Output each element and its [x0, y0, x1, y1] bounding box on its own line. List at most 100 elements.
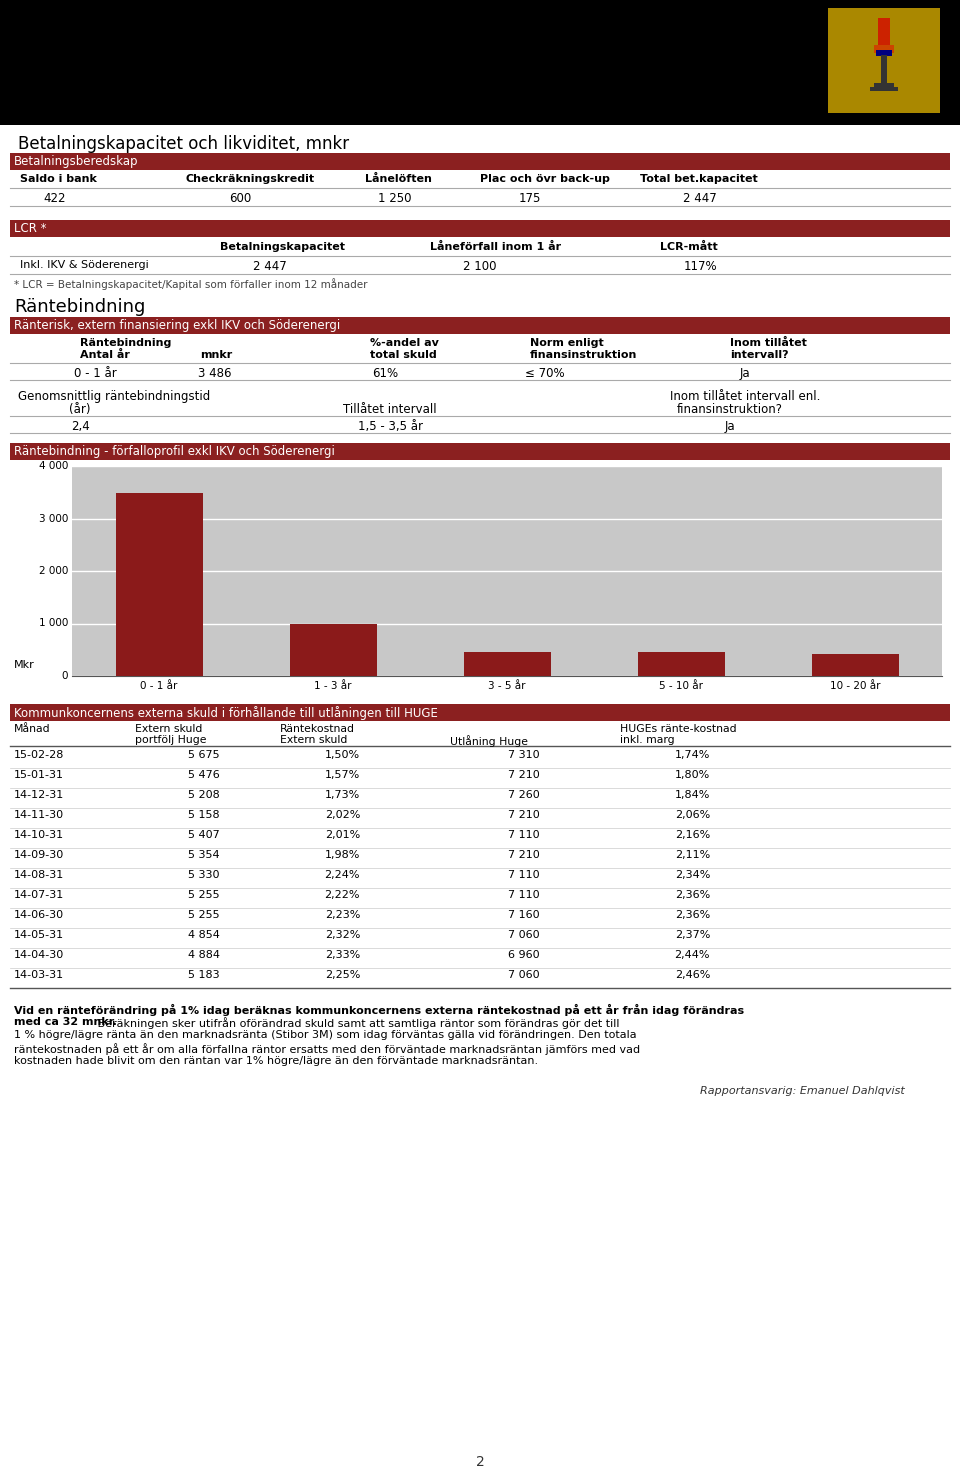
Text: * LCR = Betalningskapacitet/Kapital som förfaller inom 12 månader: * LCR = Betalningskapacitet/Kapital som …: [14, 278, 368, 290]
Text: 7 210: 7 210: [508, 810, 540, 820]
Text: Mkr: Mkr: [14, 660, 35, 670]
Text: Räntebindning - förfalloprofil exkl IKV och Söderenergi: Räntebindning - förfalloprofil exkl IKV …: [14, 445, 335, 458]
Text: 7 060: 7 060: [509, 971, 540, 980]
Text: 3 - 5 år: 3 - 5 år: [489, 681, 526, 691]
Bar: [828, 7, 940, 113]
Text: Låneförfall inom 1 år: Låneförfall inom 1 år: [430, 242, 562, 252]
Text: 14-07-31: 14-07-31: [14, 890, 64, 900]
Text: 4 884: 4 884: [188, 950, 220, 960]
Text: 2,36%: 2,36%: [675, 890, 710, 900]
Text: 14-06-30: 14-06-30: [14, 910, 64, 921]
Text: 7 310: 7 310: [509, 750, 540, 760]
Bar: [878, 18, 890, 53]
Text: 1,50%: 1,50%: [324, 750, 360, 760]
Text: 175: 175: [518, 191, 541, 205]
Text: ≤ 70%: ≤ 70%: [525, 367, 564, 380]
Text: Vid en ränteförändring på 1% idag beräknas kommunkoncernens externa räntekostnad: Vid en ränteförändring på 1% idag beräkn…: [14, 1005, 744, 1016]
Text: 4 854: 4 854: [188, 929, 220, 940]
Bar: [874, 82, 894, 88]
Text: 1,98%: 1,98%: [324, 850, 360, 860]
Bar: [881, 55, 887, 85]
Text: 14-04-30: 14-04-30: [14, 950, 64, 960]
Text: Ja: Ja: [725, 420, 735, 433]
Text: 1,80%: 1,80%: [675, 770, 710, 781]
Bar: [10, 443, 950, 460]
Bar: [10, 219, 950, 237]
Text: 7 210: 7 210: [508, 770, 540, 781]
Text: 2,24%: 2,24%: [324, 871, 360, 879]
Bar: [0, 0, 960, 125]
Bar: [874, 46, 894, 53]
Bar: [72, 465, 942, 676]
Text: Räntekostnad: Räntekostnad: [280, 725, 355, 734]
Text: 7 110: 7 110: [509, 890, 540, 900]
Text: 14-11-30: 14-11-30: [14, 810, 64, 820]
Text: 1,84%: 1,84%: [675, 790, 710, 800]
Text: 1,57%: 1,57%: [324, 770, 360, 781]
Bar: [290, 623, 376, 676]
Text: Total bet.kapacitet: Total bet.kapacitet: [640, 174, 757, 184]
Bar: [876, 50, 892, 56]
Text: 2 447: 2 447: [253, 261, 287, 273]
Text: Antal år: Antal år: [80, 351, 130, 359]
Bar: [464, 653, 550, 676]
Text: 0 - 1 år: 0 - 1 år: [74, 367, 116, 380]
Text: inkl. marg: inkl. marg: [620, 735, 675, 745]
Text: 2: 2: [475, 1455, 485, 1469]
Text: 2,46%: 2,46%: [675, 971, 710, 980]
Text: 61%: 61%: [372, 367, 398, 380]
Text: 0 - 1 år: 0 - 1 år: [140, 681, 178, 691]
Text: 3 000: 3 000: [38, 514, 68, 523]
Text: 14-08-31: 14-08-31: [14, 871, 64, 879]
Text: intervall?: intervall?: [730, 351, 788, 359]
Text: 5 476: 5 476: [188, 770, 220, 781]
Text: Tillåtet intervall: Tillåtet intervall: [343, 404, 437, 415]
Text: 1,5 - 3,5 år: 1,5 - 3,5 år: [357, 420, 422, 433]
Text: (år): (år): [69, 404, 91, 415]
Text: 2,16%: 2,16%: [675, 829, 710, 840]
Text: 600: 600: [228, 191, 252, 205]
Text: Räntebindning: Räntebindning: [80, 337, 172, 348]
Text: 7 060: 7 060: [509, 929, 540, 940]
Text: Norm enligt: Norm enligt: [530, 337, 604, 348]
Text: 2,34%: 2,34%: [675, 871, 710, 879]
Text: 7 110: 7 110: [509, 829, 540, 840]
Text: mnkr: mnkr: [200, 351, 232, 359]
Text: %-andel av: %-andel av: [370, 337, 439, 348]
Text: Extern skuld: Extern skuld: [135, 725, 203, 734]
Text: 2,44%: 2,44%: [675, 950, 710, 960]
Text: 14-12-31: 14-12-31: [14, 790, 64, 800]
Text: 7 260: 7 260: [508, 790, 540, 800]
Text: Inkl. IKV & Söderenergi: Inkl. IKV & Söderenergi: [20, 261, 149, 270]
Text: Betalningskapacitet: Betalningskapacitet: [220, 242, 345, 252]
Text: 2 000: 2 000: [38, 566, 68, 576]
Text: total skuld: total skuld: [370, 351, 437, 359]
Text: 14-03-31: 14-03-31: [14, 971, 64, 980]
Bar: [811, 654, 899, 676]
Text: 1,74%: 1,74%: [675, 750, 710, 760]
Text: 14-05-31: 14-05-31: [14, 929, 64, 940]
Text: Ja: Ja: [740, 367, 751, 380]
Text: 2,36%: 2,36%: [675, 910, 710, 921]
Text: 422: 422: [44, 191, 66, 205]
Text: Betalningsberedskap: Betalningsberedskap: [14, 155, 138, 168]
Text: Rapportansvarig: Emanuel Dahlqvist: Rapportansvarig: Emanuel Dahlqvist: [700, 1086, 904, 1096]
Text: finansinstruktion: finansinstruktion: [530, 351, 637, 359]
Text: Extern skuld: Extern skuld: [280, 735, 348, 745]
Text: 5 158: 5 158: [188, 810, 220, 820]
Text: 7 110: 7 110: [509, 871, 540, 879]
Text: 5 - 10 år: 5 - 10 år: [659, 681, 703, 691]
Text: 2,02%: 2,02%: [324, 810, 360, 820]
Text: 5 354: 5 354: [188, 850, 220, 860]
Text: 5 208: 5 208: [188, 790, 220, 800]
Bar: [10, 317, 950, 334]
Text: Ränterisk, extern finansiering exkl IKV och Söderenergi: Ränterisk, extern finansiering exkl IKV …: [14, 320, 340, 331]
Text: 5 183: 5 183: [188, 971, 220, 980]
Text: Inom tillåtet: Inom tillåtet: [730, 337, 806, 348]
Text: 5 675: 5 675: [188, 750, 220, 760]
Bar: [828, 7, 940, 113]
Text: Plac och övr back-up: Plac och övr back-up: [480, 174, 610, 184]
Bar: [637, 653, 725, 676]
Text: Inom tillåtet intervall enl.: Inom tillåtet intervall enl.: [670, 390, 821, 404]
Text: 2,22%: 2,22%: [324, 890, 360, 900]
